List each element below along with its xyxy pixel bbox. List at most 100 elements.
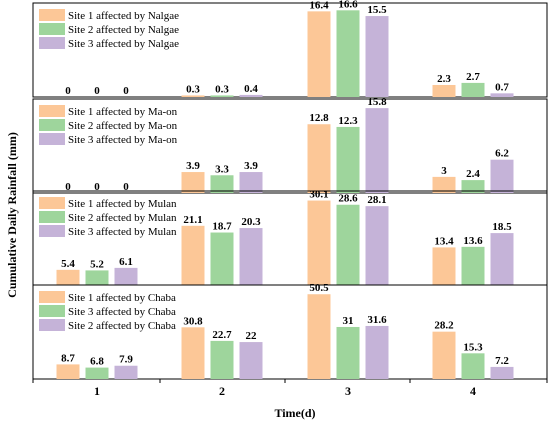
data-label: 7.2 xyxy=(495,355,509,367)
data-label: 3.9 xyxy=(186,160,200,172)
data-label: 3.9 xyxy=(244,160,258,172)
data-label: 0.3 xyxy=(215,83,229,95)
bar xyxy=(336,204,360,285)
legend-swatch xyxy=(39,133,65,145)
bar xyxy=(181,95,205,97)
bar xyxy=(490,233,514,285)
data-label: 30.8 xyxy=(183,315,203,327)
data-label: 2.4 xyxy=(466,168,480,180)
bar xyxy=(239,94,263,97)
bar xyxy=(181,327,205,379)
panel-frame xyxy=(32,98,548,194)
bar xyxy=(490,159,514,193)
legend-swatch xyxy=(39,105,65,117)
data-label: 28.1 xyxy=(367,194,386,206)
data-label: 15.5 xyxy=(367,4,387,16)
bar xyxy=(307,294,331,379)
data-label: 6.8 xyxy=(90,356,104,368)
bar xyxy=(239,342,263,379)
legend-entry: Site 2 affected by Chaba xyxy=(68,320,176,332)
data-label: 31.6 xyxy=(367,314,387,326)
data-label: 28.2 xyxy=(434,320,454,332)
legend-swatch xyxy=(39,211,65,223)
legend-entry: Site 3 affected by Chaba xyxy=(68,306,176,318)
data-label: 15.3 xyxy=(463,341,483,353)
legend-swatch xyxy=(39,225,65,237)
legend-entry: Site 2 affected by Ma-on xyxy=(68,120,178,132)
data-label: 13.6 xyxy=(463,235,483,247)
data-label: 13.4 xyxy=(434,235,454,247)
data-label: 0.4 xyxy=(244,83,258,95)
bar xyxy=(56,269,80,285)
x-tick-label: 3 xyxy=(345,384,351,398)
x-tick-label: 1 xyxy=(94,384,100,398)
panel-4: 8.7 30.8 50.5 28.2 Site 1 affected by Chaba 6… xyxy=(32,282,548,380)
panel-2: 0 3.9 12.8 3 Site 1 affected by Ma-on 0 3.3 12.… xyxy=(32,96,548,194)
legend-entry: Site 3 affected by Nalgae xyxy=(68,38,179,50)
data-label: 12.3 xyxy=(338,115,358,127)
bar xyxy=(85,270,109,285)
legend-entry: Site 3 affected by Ma-on xyxy=(68,134,178,146)
legend-swatch xyxy=(39,23,65,35)
data-label: 18.5 xyxy=(492,221,512,233)
data-label: 0 xyxy=(94,85,100,97)
bar xyxy=(461,246,485,285)
data-label: 16.4 xyxy=(309,0,329,11)
bar xyxy=(336,10,360,97)
data-label: 12.8 xyxy=(309,112,329,124)
bar xyxy=(490,366,514,379)
data-label: 6.2 xyxy=(495,148,509,160)
data-label: 30.1 xyxy=(309,189,328,201)
bar xyxy=(210,340,234,379)
data-label: 20.3 xyxy=(241,216,261,228)
bar xyxy=(490,93,514,97)
bar xyxy=(56,364,80,379)
panel-1: 0 0.3 16.4 2.3 Site 1 affected by Nalgae 0 0.3… xyxy=(32,0,548,98)
bar xyxy=(210,175,234,193)
legend-swatch xyxy=(39,9,65,21)
bar xyxy=(307,124,331,193)
bar xyxy=(85,367,109,379)
data-label: 22.7 xyxy=(212,329,232,341)
bar xyxy=(365,108,389,193)
legend-entry: Site 3 affected by Mulan xyxy=(68,226,177,238)
legend-swatch xyxy=(39,291,65,303)
bar xyxy=(210,232,234,285)
x-axis-title: Time(d) xyxy=(274,406,315,420)
panel-frame xyxy=(32,2,548,98)
data-label: 21.1 xyxy=(183,214,202,226)
data-label: 15.8 xyxy=(367,96,387,108)
bar xyxy=(432,84,456,97)
data-label: 0 xyxy=(65,181,71,193)
bar xyxy=(365,325,389,379)
bar xyxy=(307,11,331,98)
panel-frame xyxy=(32,284,548,380)
bar xyxy=(239,228,263,285)
legend-swatch xyxy=(39,37,65,49)
legend-swatch xyxy=(39,305,65,317)
data-label: 16.6 xyxy=(338,0,358,10)
bar xyxy=(432,331,456,379)
bar xyxy=(114,267,138,285)
bar xyxy=(181,225,205,285)
panel-3: 5.4 21.1 30.1 13.4 Site 1 affected by Mulan 5… xyxy=(32,189,548,286)
data-label: 0.3 xyxy=(186,83,200,95)
data-label: 7.9 xyxy=(119,354,133,366)
bar xyxy=(336,326,360,379)
legend-entry: Site 1 affected by Mulan xyxy=(68,198,177,210)
data-label: 18.7 xyxy=(212,221,232,233)
bar xyxy=(181,172,205,193)
data-label: 0 xyxy=(123,85,129,97)
bar xyxy=(239,172,263,193)
data-label: 5.2 xyxy=(90,258,104,270)
data-label: 0 xyxy=(94,181,100,193)
data-label: 2.3 xyxy=(437,73,451,85)
bar xyxy=(461,82,485,97)
data-label: 6.1 xyxy=(119,256,133,268)
bar xyxy=(432,176,456,193)
legend-entry: Site 1 affected by Chaba xyxy=(68,292,176,304)
y-axis-title: Cumulative Daily Rainfall (mm) xyxy=(5,132,19,298)
data-label: 3.3 xyxy=(215,163,229,175)
bar xyxy=(210,95,234,97)
data-label: 2.7 xyxy=(466,71,480,83)
